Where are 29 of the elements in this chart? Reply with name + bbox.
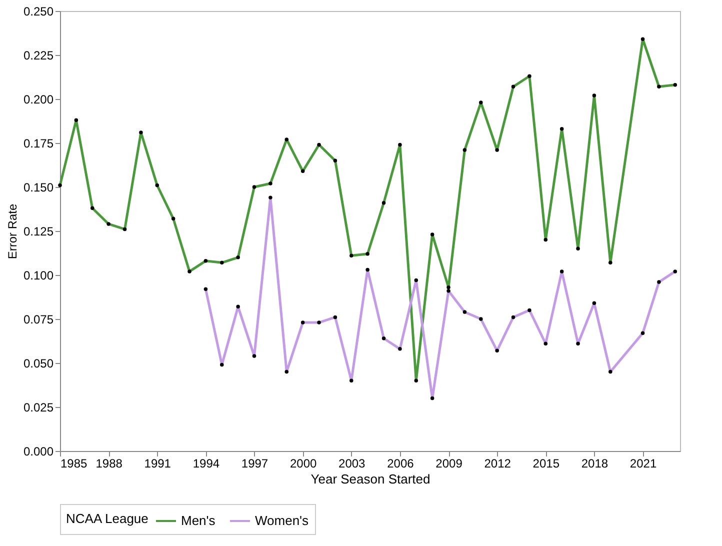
y-tick-label: 0.175: [23, 136, 54, 150]
y-tick-label: 0.075: [23, 312, 54, 326]
legend-title: NCAA League: [66, 511, 148, 526]
legend-label: Women's: [255, 513, 310, 528]
x-tick-label: 2015: [532, 456, 560, 470]
x-tick-label: 2003: [338, 456, 366, 470]
y-tick-label: 0.125: [23, 224, 54, 238]
y-axis-title: Error Rate: [5, 204, 20, 260]
y-tick-label: 0.100: [23, 268, 54, 282]
x-tick-label: 2000: [290, 456, 317, 470]
x-tick-label: 1985: [60, 456, 88, 470]
x-tick-label: 1991: [144, 456, 172, 470]
y-tick-label: 0.200: [23, 92, 54, 106]
x-tick-label: 1988: [96, 456, 123, 470]
x-tick-label: 2009: [436, 456, 463, 470]
x-axis-title: Year Season Started: [310, 472, 430, 486]
y-tick-label: 0.250: [23, 4, 54, 18]
y-tick-label: 0.000: [23, 444, 54, 458]
x-tick-label: 2018: [581, 456, 608, 470]
y-tick-label: 0.025: [23, 400, 54, 414]
y-tick-label: 0.050: [23, 356, 54, 370]
x-tick-label: 2021: [630, 456, 657, 470]
y-tick-label: 0.150: [23, 180, 54, 194]
x-tick-label: 2012: [484, 456, 512, 470]
y-tick-label: 0.225: [23, 48, 54, 62]
x-tick-label: 2006: [387, 456, 414, 470]
x-tick-label: 1994: [192, 456, 220, 470]
legend-label: Men's: [181, 513, 216, 528]
x-tick-label: 1997: [241, 456, 268, 470]
